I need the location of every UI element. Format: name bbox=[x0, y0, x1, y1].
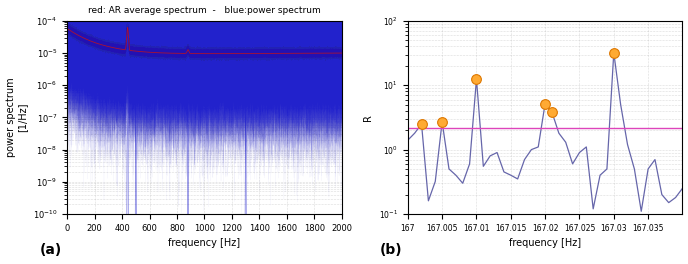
Text: (b): (b) bbox=[380, 243, 402, 257]
Text: (a): (a) bbox=[39, 243, 62, 257]
Title: red: AR average spectrum  -   blue:power spectrum: red: AR average spectrum - blue:power sp… bbox=[88, 6, 321, 15]
X-axis label: frequency [Hz]: frequency [Hz] bbox=[509, 238, 581, 248]
X-axis label: frequency [Hz]: frequency [Hz] bbox=[169, 238, 241, 248]
Y-axis label: power spectrum
[1/Hz]: power spectrum [1/Hz] bbox=[6, 78, 27, 157]
Y-axis label: R: R bbox=[363, 114, 374, 121]
